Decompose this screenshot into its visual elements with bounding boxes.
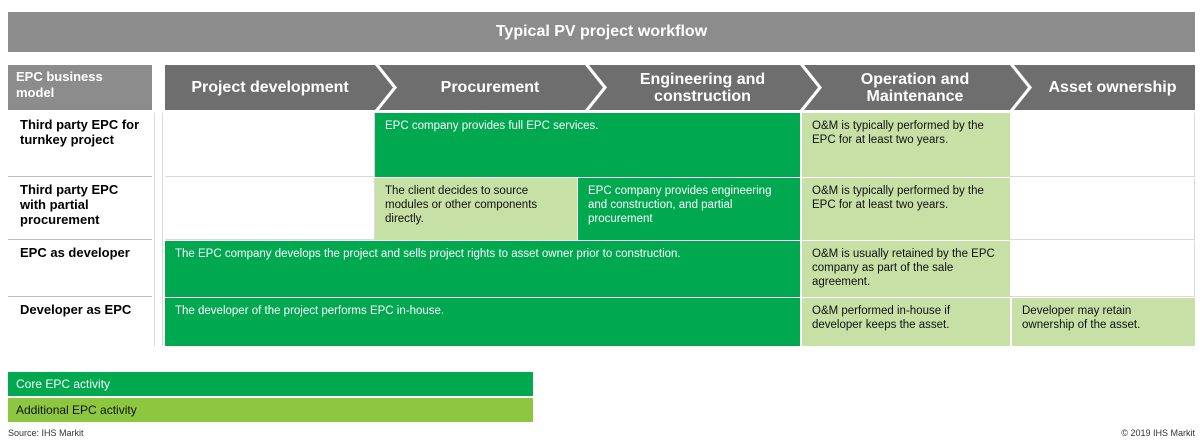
chevrons — [165, 65, 1195, 110]
row-label: Developer as EPC — [20, 302, 132, 317]
source: Source: IHS Markit — [8, 428, 84, 438]
additional-cell: O&M is typically performed by the EPC fo… — [802, 113, 1010, 177]
empty-cell — [1010, 178, 1195, 240]
row-label: EPC as developer — [8, 241, 152, 297]
stage-label: Operation and Maintenance — [860, 70, 970, 105]
chevron — [379, 65, 603, 110]
empty-cell — [165, 178, 375, 240]
empty-cell — [1010, 241, 1195, 297]
core-cell: EPC company provides engineering and con… — [578, 178, 800, 240]
additional-cell: O&M is usually retained by the EPC compa… — [802, 241, 1010, 297]
stage-label: Engineering and construction — [639, 70, 766, 105]
empty-cell — [165, 113, 375, 177]
core-cell: The developer of the project performs EP… — [165, 298, 800, 346]
core-cell: EPC company provides full EPC services. — [375, 113, 800, 177]
stage-label: Procurement — [440, 79, 540, 96]
legend-additional: Additional EPC activity — [8, 398, 533, 422]
additional-cell: The client decides to source modules or … — [375, 178, 577, 240]
row-label: Third party EPC with partial procurement — [8, 178, 152, 240]
copyright: © 2019 IHS Markit — [1121, 428, 1195, 438]
model-header: EPC business model — [8, 65, 152, 110]
additional-cell: Developer may retain ownership of the as… — [1012, 298, 1195, 346]
chevron — [804, 65, 1028, 110]
additional-cell: O&M performed in-house if developer keep… — [802, 298, 1010, 346]
title: Typical PV project workflow — [8, 12, 1195, 52]
core-cell: The EPC company develops the project and… — [165, 241, 800, 297]
chevron — [1014, 65, 1195, 110]
stage-label: Project development — [191, 79, 349, 96]
empty-cell — [1010, 113, 1195, 177]
legend-core: Core EPC activity — [8, 372, 533, 396]
spacer-column — [154, 113, 163, 346]
chevron — [589, 65, 818, 110]
additional-cell: O&M is typically performed by the EPC fo… — [802, 178, 1010, 240]
stage-label: Asset ownership — [1048, 79, 1177, 96]
row-label: Third party EPC for turnkey project — [8, 113, 152, 177]
chevron — [165, 65, 393, 110]
